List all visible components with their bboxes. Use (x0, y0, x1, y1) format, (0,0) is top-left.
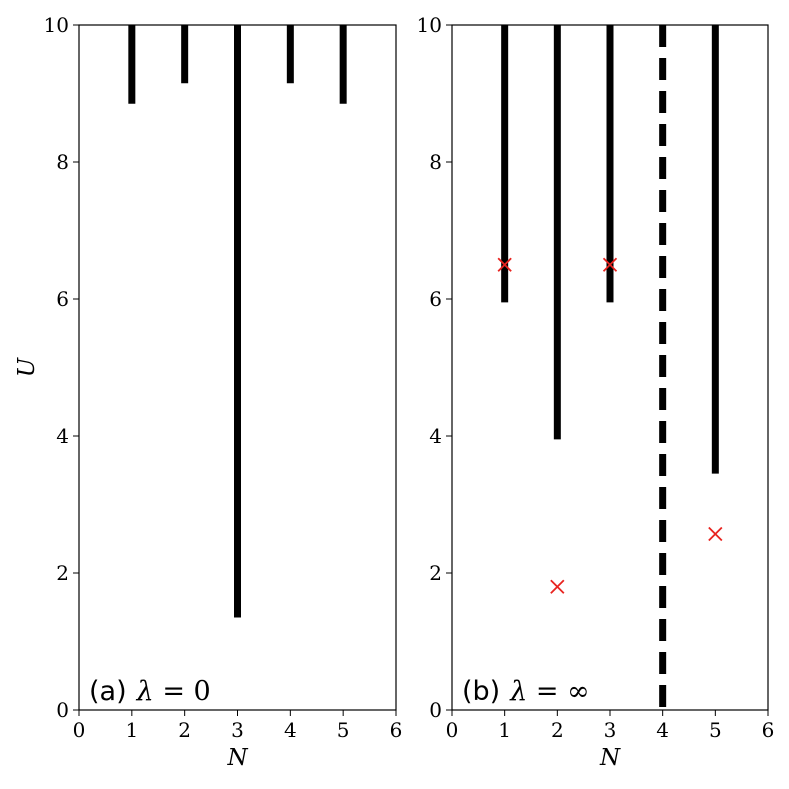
marker-x-n1 (497, 257, 512, 272)
y-tick-label: 0 (56, 698, 69, 722)
y-tick-label: 4 (56, 424, 69, 448)
x-axis-label: N (599, 745, 621, 771)
panel-label: (b) (462, 676, 500, 707)
y-tick-label: 2 (429, 561, 442, 585)
x-tick-label: 0 (446, 718, 459, 742)
y-tick-label: 6 (56, 287, 69, 311)
marker-x-n5 (708, 526, 723, 542)
panel-b: 0 1 2 3 4 5 6 0 2 4 6 8 10 N (b) λ = ∞ (417, 13, 775, 771)
x-tick-label: 4 (284, 718, 297, 742)
x-tick-label: 1 (498, 718, 511, 742)
x-tick-label: 6 (390, 718, 403, 742)
y-axis-label: U (14, 356, 40, 377)
panel-annotation: (a) λ = 0 (89, 676, 211, 707)
y-tick-label: 8 (56, 150, 69, 174)
x-tick-label: 5 (337, 718, 350, 742)
lambda-value: ∞ (567, 676, 590, 707)
x-axis-label: N (226, 745, 248, 771)
marker-x-n2 (550, 579, 565, 594)
y-tick-label: 2 (56, 561, 69, 585)
y-tick-label: 4 (429, 424, 442, 448)
equals-sign: = (527, 676, 567, 707)
x-tick-label: 3 (604, 718, 617, 742)
lambda-value: 0 (194, 676, 211, 707)
x-tick-label: 6 (762, 718, 775, 742)
x-tick-label: 1 (125, 718, 138, 742)
lambda-symbol: λ (509, 676, 527, 707)
y-tick-label: 8 (429, 150, 442, 174)
panel-label: (a) (89, 676, 127, 707)
x-tick-label: 4 (656, 718, 669, 742)
x-tick-label: 0 (73, 718, 86, 742)
x-tick-label: 3 (231, 718, 244, 742)
y-tick-label: 6 (429, 287, 442, 311)
panel-annotation: (b) λ = ∞ (462, 676, 590, 707)
lambda-symbol: λ (136, 676, 154, 707)
marker-x-n3 (602, 257, 618, 272)
equals-sign: = (154, 676, 194, 707)
x-tick-label: 2 (178, 718, 191, 742)
y-tick-label: 10 (417, 13, 442, 37)
x-tick-label: 5 (709, 718, 722, 742)
y-tick-label: 10 (44, 13, 69, 37)
y-tick-label: 0 (429, 698, 442, 722)
x-tick-label: 2 (551, 718, 564, 742)
